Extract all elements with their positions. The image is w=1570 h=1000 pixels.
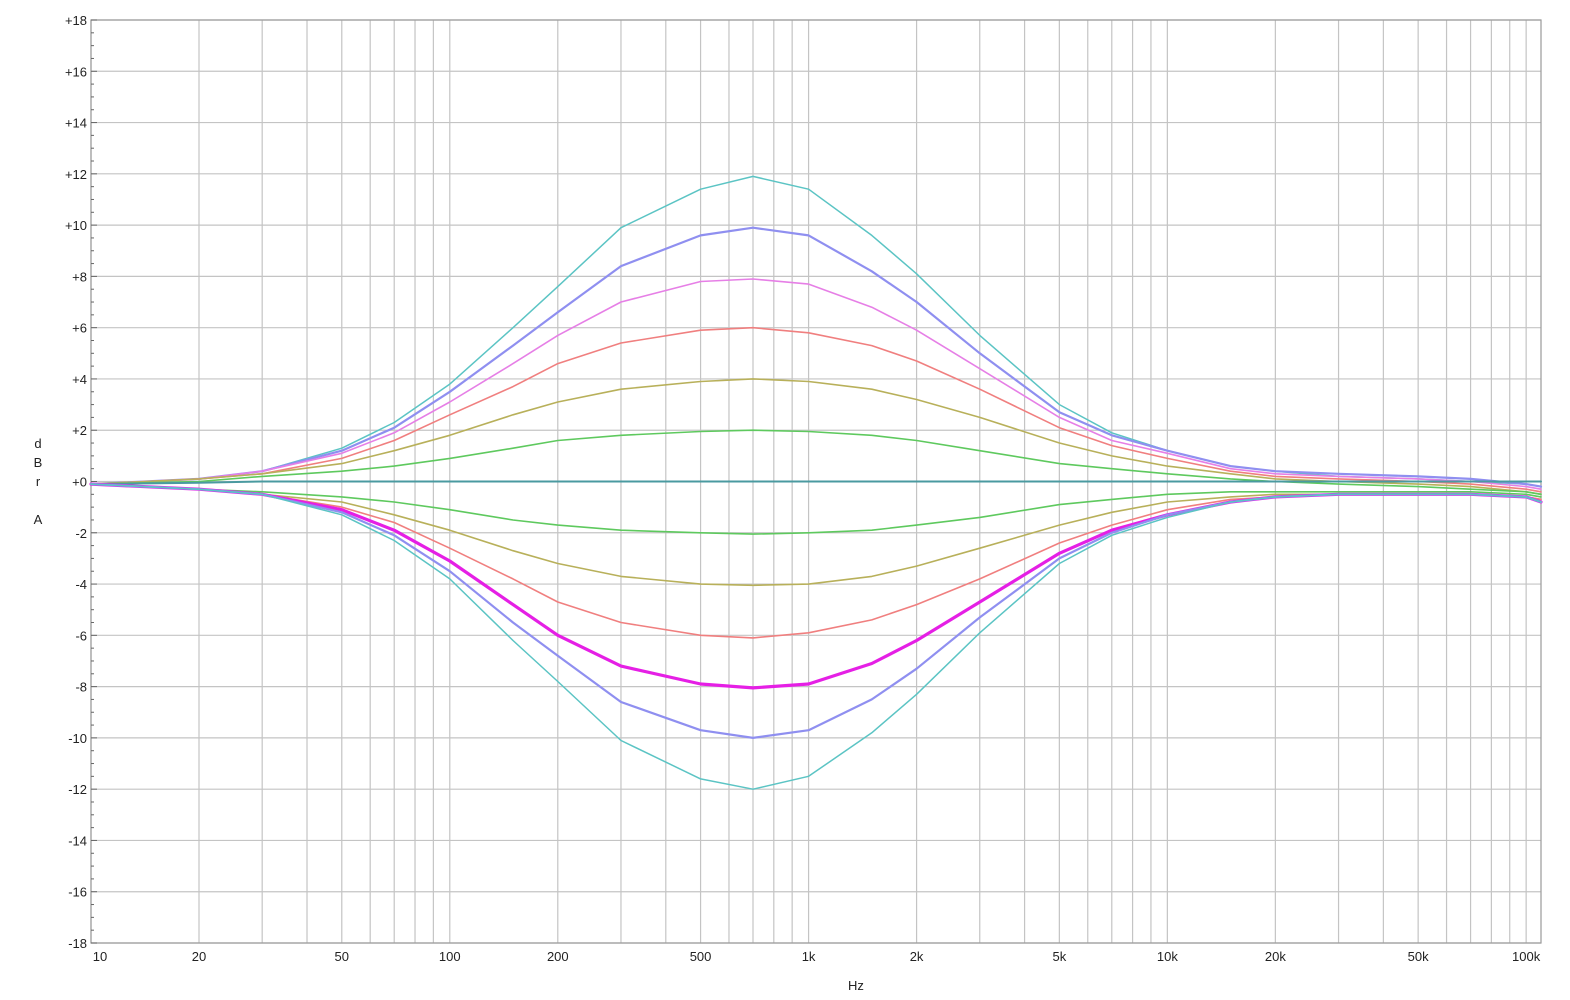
y-tick-label: +6 xyxy=(72,321,87,336)
series-line-10 xyxy=(90,483,1542,639)
y-axis-title-letter: A xyxy=(34,512,43,527)
x-tick-label: 10k xyxy=(1157,949,1178,964)
y-tick-label: +18 xyxy=(65,13,87,28)
series-line-2 xyxy=(89,226,1543,488)
y-tick-label: +4 xyxy=(72,372,87,387)
y-tick-label: +2 xyxy=(72,423,87,438)
y-tick-label: -2 xyxy=(75,526,87,541)
y-tick-label: -8 xyxy=(75,680,87,695)
y-tick-label: -4 xyxy=(75,577,87,592)
y-tick-label: -6 xyxy=(75,628,87,643)
series-line-9 xyxy=(90,483,1542,587)
x-tick-label: 20 xyxy=(192,949,206,964)
y-tick-label: -18 xyxy=(68,936,87,951)
y-axis-title: dBr A xyxy=(34,436,43,527)
y-axis-title-letter: B xyxy=(34,455,43,470)
y-tick-label: -12 xyxy=(68,782,87,797)
x-tick-label: 10 xyxy=(93,949,107,964)
y-tick-label: +10 xyxy=(65,218,87,233)
x-tick-label: 20k xyxy=(1265,949,1286,964)
x-axis-title: Hz xyxy=(848,978,864,993)
x-tick-label: 100k xyxy=(1512,949,1541,964)
x-tick-label: 1k xyxy=(802,949,816,964)
series-line-5 xyxy=(90,378,1542,496)
y-tick-label: -14 xyxy=(68,833,87,848)
series-layer xyxy=(89,175,1543,790)
series-line-6 xyxy=(90,429,1542,496)
y-axis-title-letter: r xyxy=(36,474,41,489)
y-tick-label: +8 xyxy=(72,269,87,284)
y-tick-label: +14 xyxy=(65,116,87,131)
series-line-11 xyxy=(89,482,1543,690)
series-line-12 xyxy=(89,483,1543,739)
x-tick-label: 500 xyxy=(690,949,712,964)
x-tick-label: 200 xyxy=(547,949,569,964)
series-line-7 xyxy=(90,480,1542,486)
x-tick-label: 2k xyxy=(910,949,924,964)
series-line-4 xyxy=(90,326,1542,493)
x-tick-label: 50k xyxy=(1408,949,1429,964)
x-tick-label: 50 xyxy=(335,949,349,964)
series-line-1 xyxy=(90,175,1542,488)
y-tick-label: -10 xyxy=(68,731,87,746)
x-tick-label: 5k xyxy=(1052,949,1066,964)
series-line-8 xyxy=(90,483,1542,535)
y-tick-label: +16 xyxy=(65,64,87,79)
y-tick-label: +0 xyxy=(72,475,87,490)
y-axis-title-letter: d xyxy=(34,436,41,451)
y-tick-label: -16 xyxy=(68,885,87,900)
x-tick-label: 100 xyxy=(439,949,461,964)
y-tick-label: +12 xyxy=(65,167,87,182)
series-line-13 xyxy=(90,483,1542,790)
series-line-3 xyxy=(90,278,1542,490)
tick-labels: +18 +16 +14 +12 +10 +8 +6 +4 +2 +0 -2 -4 -6 -8 -10 -12 -… xyxy=(65,13,1541,964)
